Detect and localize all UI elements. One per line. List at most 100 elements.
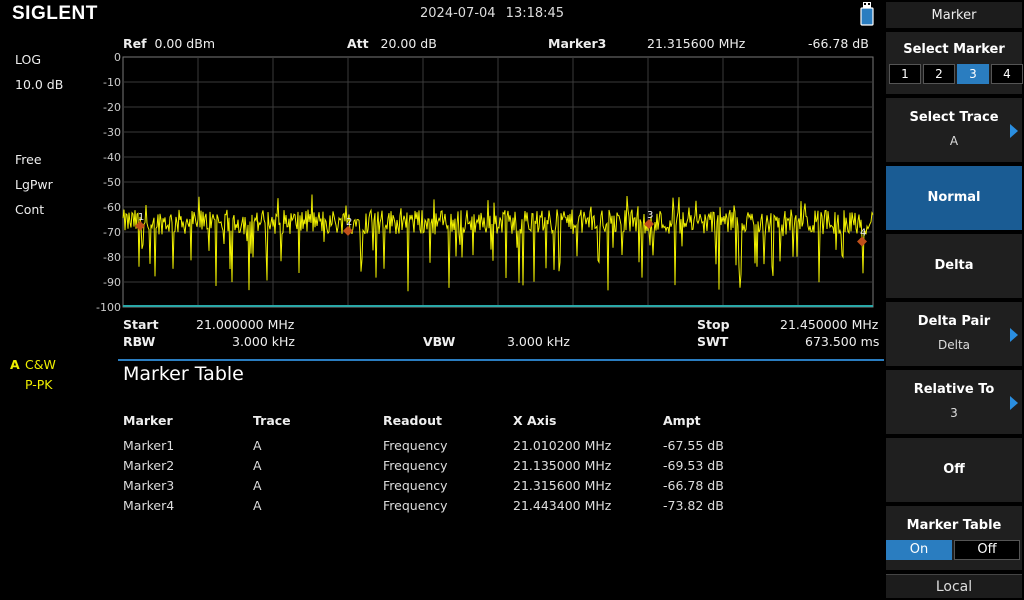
swt-value[interactable]: 673.500 ms (805, 334, 880, 349)
rbw-label: RBW (123, 334, 156, 349)
select-marker-label: Select Marker (903, 42, 1005, 57)
col-x-axis: X Axis (513, 413, 557, 428)
col-readout: Readout (383, 413, 442, 428)
cell-ampt: -73.82 dB (663, 498, 724, 513)
chevron-right-icon (1010, 396, 1018, 410)
cell-readout: Frequency (383, 498, 448, 513)
soft-menu: Marker Select Marker 1 2 3 4 Select Trac… (884, 0, 1024, 600)
cell-marker: Marker3 (123, 478, 175, 493)
marker-table-off[interactable]: Off (954, 540, 1020, 560)
ref-value: 0.00 dBm (154, 36, 216, 51)
y-tick-label: 0 (114, 51, 121, 64)
y-tick-label: -70 (103, 226, 121, 239)
cell-marker: Marker4 (123, 498, 175, 513)
marker-table-toggle: On Off (886, 540, 1020, 560)
delta-pair-label: Delta Pair (917, 314, 991, 329)
marker-option-3[interactable]: 3 (957, 64, 989, 84)
y-tick-label: -80 (103, 251, 121, 264)
marker-table-group: Marker Table (886, 506, 1022, 570)
att-label: Att (347, 36, 369, 51)
stop-freq-value[interactable]: 21.450000 MHz (780, 317, 879, 332)
marker-table-title: Marker Table (123, 363, 244, 385)
select-marker-group: Select Marker 1 2 3 4 (886, 32, 1024, 94)
vbw-value[interactable]: 3.000 kHz (507, 334, 570, 349)
swt-label: SWT (697, 334, 729, 349)
col-marker: Marker (123, 413, 173, 428)
cell-readout: Frequency (383, 478, 448, 493)
brand-logo: SIGLENT (12, 3, 98, 24)
marker-table-label: Marker Table (906, 518, 1002, 533)
vbw-label: VBW (423, 334, 456, 349)
menu-title: Marker (886, 2, 1022, 28)
select-trace-button[interactable]: Select Trace A (886, 98, 1022, 162)
att-value: 20.00 dB (380, 36, 437, 51)
marker-point (343, 225, 353, 236)
cell-x-axis: 21.315600 MHz (513, 478, 612, 493)
delta-pair-button[interactable]: Delta Pair Delta (886, 302, 1022, 366)
y-tick-label: -10 (103, 76, 121, 89)
col-trace: Trace (253, 413, 291, 428)
sweep-mode: Cont (15, 202, 45, 217)
trace-detector: P-PK (25, 377, 53, 392)
y-tick-label: -60 (103, 201, 121, 214)
y-tick-label: -100 (96, 301, 121, 312)
marker-option-4[interactable]: 4 (991, 64, 1023, 84)
cell-readout: Frequency (383, 438, 448, 453)
cell-trace: A (253, 498, 262, 513)
spectrum-plot[interactable]: 0 -10 -20 -30 -40 -50 -60 -70 -80 -90 -100 1 2 3 4 (0, 50, 884, 312)
marker-option-2[interactable]: 2 (923, 64, 955, 84)
ref-label: Ref (123, 36, 147, 51)
marker-label: 1 (138, 212, 144, 223)
marker-label: 4 (860, 228, 866, 239)
active-marker-label: Marker3 (548, 36, 607, 51)
cell-ampt: -66.78 dB (663, 478, 724, 493)
cell-trace: A (253, 438, 262, 453)
trace-a (122, 194, 874, 292)
rbw-value[interactable]: 3.000 kHz (232, 334, 295, 349)
delta-pair-value: Delta (937, 338, 970, 352)
y-tick-label: -30 (103, 126, 121, 139)
relative-to-value: 3 (950, 406, 958, 420)
scale-type: LOG (15, 52, 42, 67)
relative-to-button[interactable]: Relative To 3 (886, 370, 1022, 434)
y-tick-label: -40 (103, 151, 121, 164)
y-tick-label: -50 (103, 176, 121, 189)
cell-x-axis: 21.443400 MHz (513, 498, 612, 513)
attenuation[interactable]: Att 20.00 dB (347, 36, 437, 51)
delta-button[interactable]: Delta (886, 234, 1022, 298)
normal-button[interactable]: Normal (886, 166, 1022, 230)
start-freq-value[interactable]: 21.000000 MHz (196, 317, 295, 332)
y-tick-label: -20 (103, 101, 121, 114)
cell-marker: Marker1 (123, 438, 175, 453)
cell-x-axis: 21.010200 MHz (513, 438, 612, 453)
select-trace-value: A (949, 134, 959, 148)
marker-option-1[interactable]: 1 (889, 64, 921, 84)
trigger-mode: Free (15, 152, 42, 167)
marker-table-on[interactable]: On (886, 540, 952, 560)
cell-x-axis: 21.135000 MHz (513, 458, 612, 473)
divider (118, 359, 884, 361)
ref-level[interactable]: Ref 0.00 dBm (123, 36, 215, 51)
stop-freq-label: Stop (697, 317, 730, 332)
marker-label: 2 (346, 217, 352, 228)
col-ampt: Ampt (663, 413, 701, 428)
trace-mode: C&W (25, 357, 56, 372)
marker-label: 3 (647, 210, 653, 221)
datetime: 2024-07-04 13:18:45 (420, 6, 565, 21)
cell-trace: A (253, 478, 262, 493)
cell-trace: A (253, 458, 262, 473)
active-marker-freq: 21.315600 MHz (647, 36, 746, 51)
marker-point (857, 236, 867, 247)
trace-letter: A (10, 357, 20, 372)
active-marker-ampt: -66.78 dB (808, 36, 869, 51)
chevron-right-icon (1010, 328, 1018, 342)
off-button[interactable]: Off (886, 438, 1022, 502)
cell-ampt: -67.55 dB (663, 438, 724, 453)
select-trace-label: Select Trace (909, 110, 999, 125)
normal-label: Normal (927, 190, 981, 205)
cell-ampt: -69.53 dB (663, 458, 724, 473)
scale-div: 10.0 dB (15, 77, 64, 92)
local-button[interactable]: Local (886, 574, 1022, 598)
marker-selector: 1 2 3 4 (888, 64, 1024, 84)
delta-label: Delta (934, 258, 974, 273)
